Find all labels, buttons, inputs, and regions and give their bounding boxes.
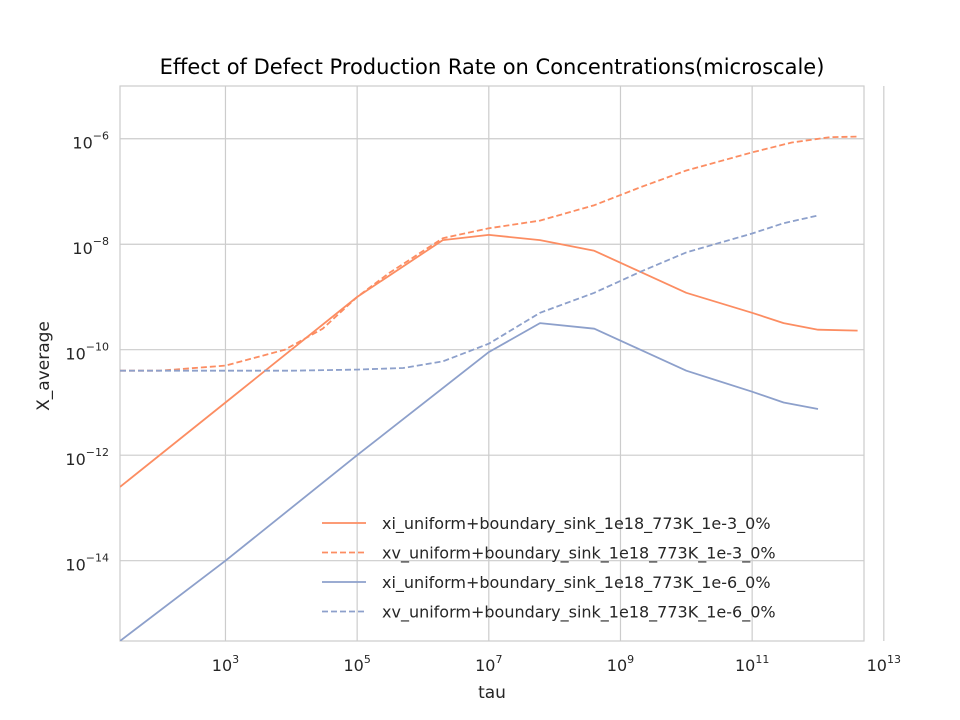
y-tick-label: 10−8 [72, 235, 109, 258]
x-tick-base: 10 [867, 656, 887, 675]
y-tick-exponent: −14 [86, 552, 109, 565]
y-tick-base: 10 [72, 239, 92, 258]
legend: xi_uniform+boundary_sink_1e18_773K_1e-3_… [322, 514, 776, 623]
y-tick-exponent: −8 [93, 235, 109, 248]
x-tick-base: 10 [475, 656, 495, 675]
y-tick-base: 10 [65, 450, 85, 469]
y-tick-label: 10−14 [65, 552, 109, 575]
x-tick-label: 1011 [735, 653, 769, 675]
y-tick-exponent: −6 [93, 130, 109, 143]
plot-area-frame [119, 85, 865, 642]
y-tick-base: 10 [65, 345, 85, 364]
series-line-2 [120, 135, 858, 372]
x-tick-base: 10 [735, 656, 755, 675]
y-tick-label: 10−10 [65, 341, 109, 364]
y-tick-base: 10 [72, 134, 92, 153]
grid-lines [120, 86, 885, 641]
series-line-4 [120, 214, 819, 372]
y-tick-label: 10−12 [65, 446, 109, 469]
series-line-3 [120, 322, 819, 641]
y-axis-title: X_average [34, 321, 54, 411]
x-tick-exponent: 3 [232, 653, 239, 666]
x-tick-exponent: 13 [887, 653, 901, 666]
x-tick-label: 109 [607, 653, 634, 675]
x-tick-base: 10 [212, 656, 232, 675]
y-tick-exponent: −12 [86, 446, 109, 459]
legend-label: xv_uniform+boundary_sink_1e18_773K_1e-3_… [382, 544, 776, 564]
legend-label: xi_uniform+boundary_sink_1e18_773K_1e-6_… [382, 573, 771, 593]
data-series [120, 135, 858, 641]
x-tick-label: 105 [343, 653, 370, 675]
x-tick-base: 10 [607, 656, 627, 675]
chart-title: Effect of Defect Production Rate on Conc… [160, 55, 825, 79]
x-axis-title: tau [478, 683, 506, 703]
x-tick-label: 103 [212, 653, 239, 675]
y-tick-exponent: −10 [86, 341, 109, 354]
legend-label: xv_uniform+boundary_sink_1e18_773K_1e-6_… [382, 603, 776, 623]
y-tick-base: 10 [65, 556, 85, 575]
x-tick-exponent: 11 [755, 653, 769, 666]
x-tick-label: 107 [475, 653, 502, 675]
x-tick-exponent: 5 [364, 653, 371, 666]
y-tick-label: 10−6 [72, 130, 109, 153]
x-tick-label: 1013 [867, 653, 901, 675]
x-tick-exponent: 7 [495, 653, 502, 666]
legend-label: xi_uniform+boundary_sink_1e18_773K_1e-3_… [382, 514, 771, 534]
x-tick-exponent: 9 [627, 653, 634, 666]
axis-tick-labels: 103 105 107 109 1011 101310−610−810−1010−1210… [65, 130, 901, 675]
x-tick-base: 10 [343, 656, 363, 675]
